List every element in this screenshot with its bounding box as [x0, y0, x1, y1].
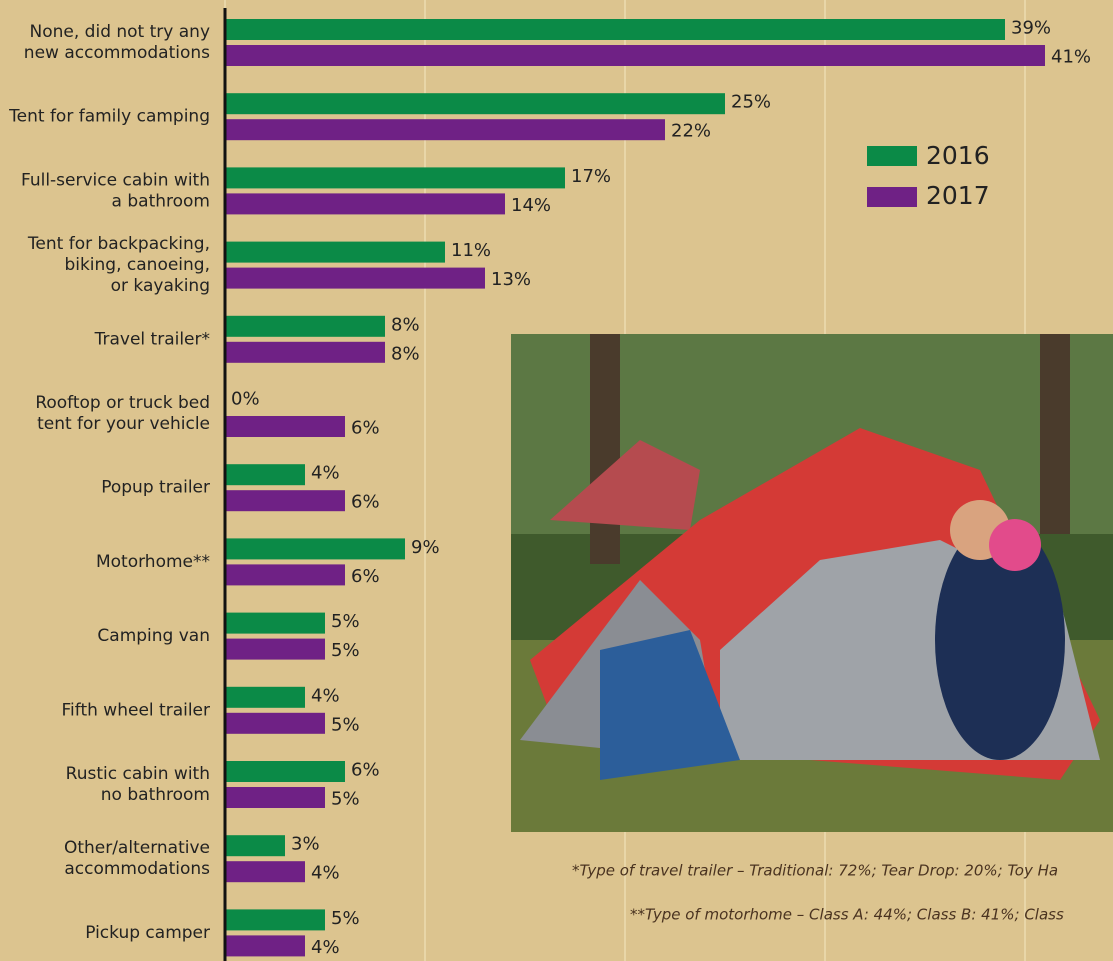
value-label: 5%: [331, 908, 360, 929]
value-label: 4%: [311, 463, 340, 484]
bar: [225, 909, 325, 930]
value-label: 5%: [331, 611, 360, 632]
category-label: Motorhome**: [96, 552, 210, 572]
value-label: 41%: [1051, 47, 1091, 68]
value-label: 0%: [231, 389, 260, 410]
bar: [225, 835, 285, 856]
bar: [225, 342, 385, 363]
value-label: 13%: [491, 269, 531, 290]
bar: [225, 613, 325, 634]
bar: [225, 316, 385, 337]
bar: [225, 45, 1045, 66]
photo-trunk: [1040, 334, 1070, 534]
value-label: 39%: [1011, 18, 1051, 39]
value-label: 6%: [351, 492, 380, 513]
bar: [225, 538, 405, 559]
photo: [511, 334, 1113, 832]
bar: [225, 167, 565, 188]
bar: [225, 713, 325, 734]
category-label: Camping van: [97, 626, 210, 646]
bar: [225, 861, 305, 882]
value-label: 4%: [311, 937, 340, 958]
category-label: Travel trailer*: [94, 329, 210, 349]
bar: [225, 564, 345, 585]
bar: [225, 687, 305, 708]
bar: [225, 639, 325, 660]
footnote: *Type of travel trailer – Traditional: 7…: [572, 862, 1058, 880]
value-label: 3%: [291, 834, 320, 855]
value-label: 6%: [351, 418, 380, 439]
value-label: 22%: [671, 121, 711, 142]
value-label: 6%: [351, 566, 380, 587]
bar: [225, 464, 305, 485]
category-label: Popup trailer: [101, 478, 210, 498]
category-label: Pickup camper: [85, 923, 210, 943]
value-label: 9%: [411, 537, 440, 558]
bar: [225, 268, 485, 289]
value-label: 8%: [391, 314, 420, 335]
value-label: 6%: [351, 760, 380, 781]
bar: [225, 242, 445, 263]
bar: [225, 193, 505, 214]
bar: [225, 935, 305, 956]
legend-swatch: [867, 146, 917, 166]
chart: None, did not try anynew accommodations 3…: [0, 0, 1113, 961]
value-label: 5%: [331, 640, 360, 661]
value-label: 11%: [451, 240, 491, 261]
legend-label: 2017: [926, 181, 990, 210]
bar: [225, 787, 325, 808]
value-label: 14%: [511, 195, 551, 216]
category-label: Fifth wheel trailer: [62, 700, 210, 720]
bar: [225, 93, 725, 114]
legend-swatch: [867, 187, 917, 207]
photo-child: [989, 519, 1041, 571]
bar: [225, 761, 345, 782]
value-label: 25%: [731, 92, 771, 113]
legend-label: 2016: [926, 141, 990, 170]
value-label: 8%: [391, 343, 420, 364]
value-label: 17%: [571, 166, 611, 187]
footnote: **Type of motorhome – Class A: 44%; Clas…: [630, 906, 1064, 924]
bar: [225, 416, 345, 437]
bar: [225, 490, 345, 511]
value-label: 5%: [331, 789, 360, 810]
photo-trunk: [590, 334, 620, 564]
value-label: 4%: [311, 685, 340, 706]
value-label: 5%: [331, 714, 360, 735]
bar: [225, 119, 665, 140]
value-label: 4%: [311, 863, 340, 884]
bar: [225, 19, 1005, 40]
category-label: Tent for family camping: [8, 107, 210, 127]
